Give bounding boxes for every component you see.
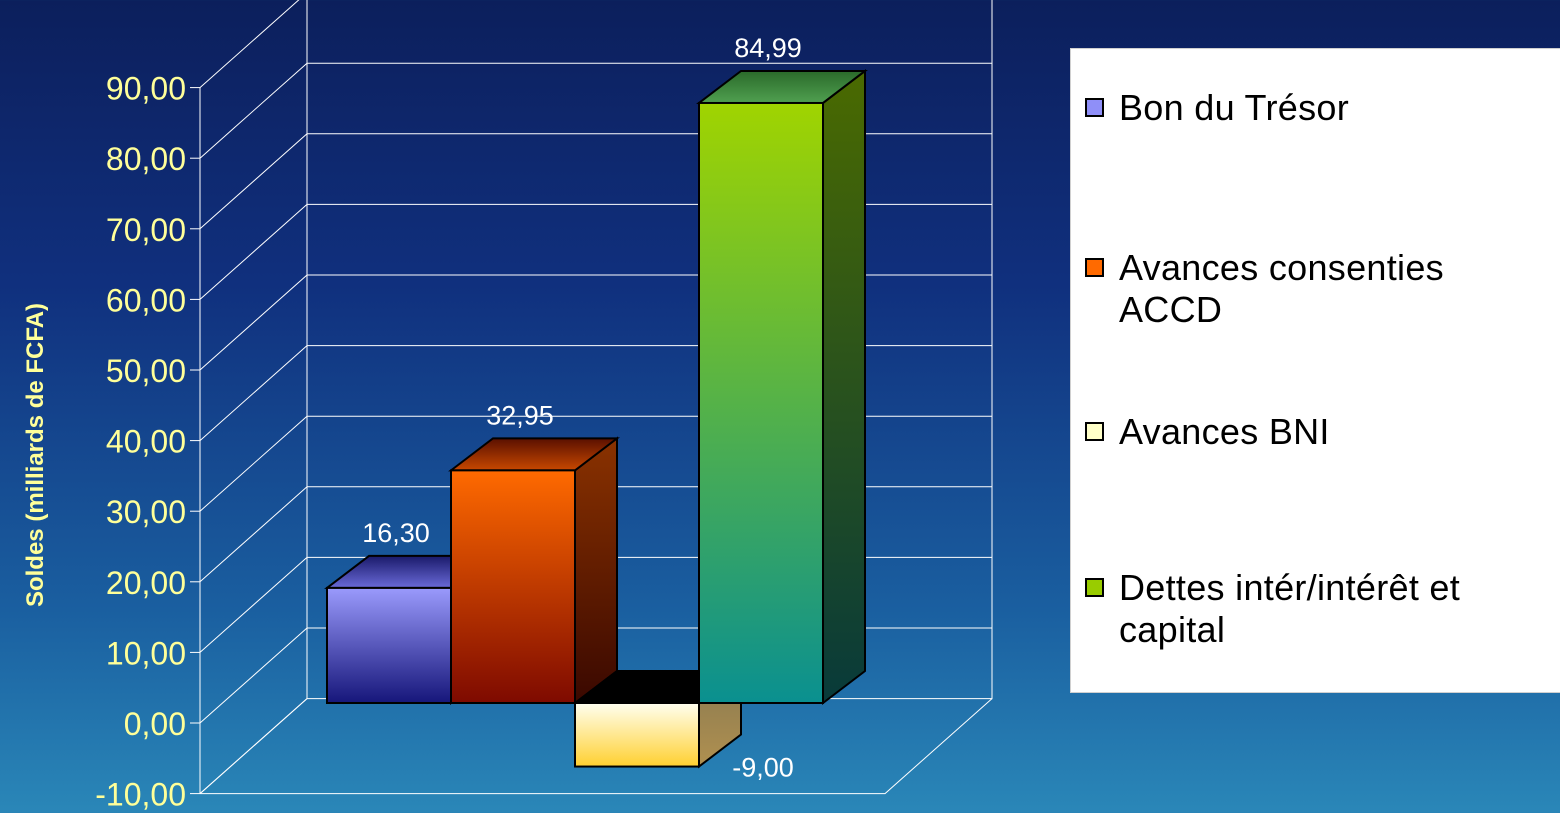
legend-swatch bbox=[1085, 98, 1104, 117]
legend-swatch bbox=[1085, 422, 1104, 441]
data-labels: 16,30 32,95 -9,00 84,99 bbox=[362, 33, 802, 783]
legend-swatch bbox=[1085, 578, 1104, 597]
legend-item: Dettes intér/intérêt et capital bbox=[1085, 567, 1555, 651]
bar-front-face bbox=[698, 101, 824, 705]
grid-line-side bbox=[199, 486, 308, 583]
grid-line-side bbox=[199, 274, 308, 371]
y-tick-label: 50,00 bbox=[106, 353, 186, 389]
y-tick-label: 30,00 bbox=[106, 494, 186, 530]
bar-front-face bbox=[450, 469, 576, 704]
y-tick-label: 80,00 bbox=[106, 141, 186, 177]
legend: Bon du Trésor Avances consenties ACCD Avanc… bbox=[1070, 48, 1560, 693]
grid-line-side bbox=[199, 698, 308, 794]
legend-swatch bbox=[1085, 258, 1104, 277]
bar-4 bbox=[696, 68, 868, 706]
grid-line-side bbox=[199, 557, 308, 653]
grid-line-side bbox=[199, 133, 308, 230]
legend-label: Bon du Trésor bbox=[1119, 87, 1350, 128]
y-tick-label: 40,00 bbox=[106, 424, 186, 460]
y-tick-label: 10,00 bbox=[106, 635, 186, 671]
bar-2 bbox=[448, 436, 620, 706]
y-tick-label: 70,00 bbox=[106, 212, 186, 248]
grid-line-side bbox=[199, 415, 308, 512]
legend-label: ACCD bbox=[1119, 289, 1223, 330]
y-axis-ticks: -10,00 0,00 10,00 20,00 30,00 40,00 50,00 60,00… bbox=[95, 71, 200, 813]
legend-item: Avances BNI bbox=[1085, 411, 1555, 453]
legend-label: capital bbox=[1119, 609, 1226, 650]
bar-3 bbox=[572, 668, 744, 769]
legend-label: Avances BNI bbox=[1119, 411, 1330, 452]
legend-label: Avances consenties bbox=[1119, 247, 1444, 288]
bar-front-face bbox=[574, 702, 700, 768]
value-label: 32,95 bbox=[486, 400, 554, 430]
grid-line-side bbox=[199, 204, 308, 300]
grid-line-side bbox=[199, 62, 308, 159]
bar-front-face bbox=[326, 586, 452, 704]
legend-item: Bon du Trésor bbox=[1085, 87, 1555, 129]
value-label: -9,00 bbox=[732, 753, 794, 783]
y-axis-title: Soldes (milliards de FCFA) bbox=[22, 303, 49, 607]
legend-item: Avances consenties ACCD bbox=[1085, 247, 1555, 331]
bar-side-face bbox=[822, 68, 866, 706]
y-tick-label: 20,00 bbox=[106, 565, 186, 601]
y-tick-label: 0,00 bbox=[124, 706, 186, 742]
y-tick-label: 90,00 bbox=[106, 71, 186, 107]
value-label: 16,30 bbox=[362, 518, 430, 548]
grid-line-side bbox=[199, 627, 308, 724]
grid-line-side bbox=[199, 0, 300, 88]
bar-side-face bbox=[574, 436, 618, 706]
y-tick-label: 60,00 bbox=[106, 282, 186, 318]
bar-series bbox=[324, 68, 868, 769]
y-tick-label: -10,00 bbox=[95, 777, 186, 813]
grid-line-side bbox=[199, 345, 308, 441]
legend-label: Dettes intér/intérêt et bbox=[1119, 567, 1461, 608]
value-label: 84,99 bbox=[734, 33, 802, 63]
